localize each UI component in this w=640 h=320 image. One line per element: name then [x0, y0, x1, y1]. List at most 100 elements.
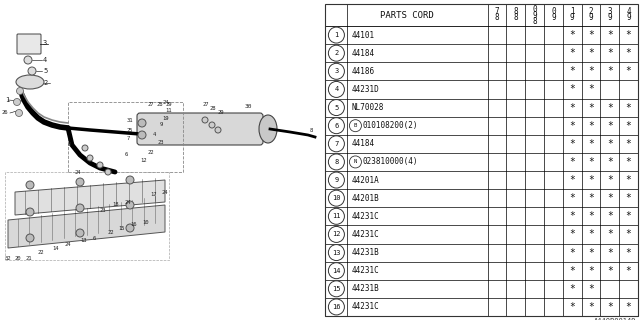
Bar	[5, 172, 169, 260]
Text: *: *	[570, 30, 575, 40]
Text: 12: 12	[140, 157, 147, 163]
Circle shape	[105, 169, 111, 175]
Circle shape	[328, 136, 344, 152]
Text: PARTS CORD: PARTS CORD	[380, 11, 433, 20]
Text: 30: 30	[245, 105, 253, 109]
Circle shape	[328, 172, 344, 188]
Text: 24: 24	[125, 199, 131, 204]
Text: 9: 9	[607, 13, 612, 22]
Text: *: *	[607, 266, 612, 276]
Text: 18: 18	[112, 203, 118, 207]
Text: 19: 19	[162, 116, 168, 121]
Circle shape	[328, 190, 344, 206]
Text: *: *	[570, 229, 575, 239]
Text: *: *	[588, 139, 594, 149]
Text: 4: 4	[627, 7, 631, 17]
Text: *: *	[626, 157, 632, 167]
Text: 13: 13	[332, 250, 340, 256]
Text: 44231D: 44231D	[351, 85, 379, 94]
Text: 23: 23	[158, 140, 164, 145]
Text: *: *	[588, 84, 594, 94]
Circle shape	[328, 299, 344, 315]
Text: *: *	[607, 66, 612, 76]
Text: *: *	[570, 211, 575, 221]
Circle shape	[26, 208, 34, 216]
Text: 22: 22	[108, 229, 115, 235]
Text: 44201B: 44201B	[351, 194, 379, 203]
Text: *: *	[626, 266, 632, 276]
Text: 6: 6	[93, 236, 96, 241]
Text: 44184: 44184	[351, 49, 374, 58]
Text: 11: 11	[165, 108, 172, 113]
Text: 023810000(4): 023810000(4)	[362, 157, 418, 166]
Text: 21: 21	[26, 255, 33, 260]
Text: 1: 1	[334, 32, 339, 38]
Circle shape	[82, 145, 88, 151]
Text: *: *	[626, 175, 632, 185]
Text: *: *	[588, 193, 594, 203]
Text: *: *	[607, 302, 612, 312]
Text: A440B00149: A440B00149	[593, 318, 636, 320]
Text: 8: 8	[513, 13, 518, 22]
Text: 14: 14	[332, 268, 340, 274]
Text: 0: 0	[532, 4, 537, 13]
Text: 24: 24	[75, 170, 81, 174]
Circle shape	[17, 87, 24, 94]
Text: *: *	[626, 139, 632, 149]
Text: 28: 28	[210, 106, 216, 110]
Text: 29: 29	[166, 102, 173, 108]
Text: *: *	[570, 193, 575, 203]
Text: *: *	[588, 66, 594, 76]
Text: *: *	[607, 103, 612, 113]
Text: 9: 9	[627, 13, 631, 22]
Text: *: *	[588, 121, 594, 131]
Text: 3: 3	[43, 40, 47, 46]
Text: *: *	[607, 48, 612, 58]
Circle shape	[328, 208, 344, 224]
Circle shape	[15, 109, 22, 116]
Text: 5: 5	[334, 105, 339, 111]
Text: *: *	[570, 84, 575, 94]
Text: B: B	[354, 123, 357, 128]
Text: 20: 20	[15, 255, 22, 260]
Polygon shape	[8, 205, 165, 248]
Text: 2: 2	[334, 50, 339, 56]
Circle shape	[76, 204, 84, 212]
Text: 9: 9	[589, 13, 593, 22]
Text: 10: 10	[332, 195, 340, 201]
Text: *: *	[607, 157, 612, 167]
Text: *: *	[570, 266, 575, 276]
Text: 7: 7	[495, 7, 499, 17]
Text: 25: 25	[127, 127, 134, 132]
Text: 4: 4	[153, 132, 156, 137]
Text: 22: 22	[148, 149, 154, 155]
Circle shape	[26, 181, 34, 189]
Circle shape	[13, 99, 20, 106]
Text: *: *	[588, 229, 594, 239]
Text: *: *	[626, 302, 632, 312]
Text: 8: 8	[532, 17, 537, 26]
Text: 27: 27	[148, 102, 154, 108]
Text: 24: 24	[163, 100, 170, 106]
FancyBboxPatch shape	[137, 113, 263, 145]
Text: 6: 6	[125, 153, 128, 157]
Text: 5: 5	[43, 68, 47, 74]
Circle shape	[328, 154, 344, 170]
Text: 010108200(2): 010108200(2)	[362, 121, 418, 130]
Text: *: *	[607, 175, 612, 185]
Text: *: *	[570, 139, 575, 149]
Text: 26: 26	[2, 110, 8, 116]
Text: *: *	[570, 302, 575, 312]
Text: 4: 4	[334, 86, 339, 92]
Text: 0: 0	[551, 7, 556, 17]
Circle shape	[328, 118, 344, 134]
Circle shape	[28, 67, 36, 75]
Text: N: N	[354, 159, 357, 164]
Text: 8: 8	[334, 159, 339, 165]
Text: *: *	[626, 66, 632, 76]
Text: *: *	[570, 103, 575, 113]
Circle shape	[328, 244, 344, 260]
Text: 44186: 44186	[351, 67, 374, 76]
Text: 16: 16	[332, 304, 340, 310]
Text: *: *	[607, 229, 612, 239]
